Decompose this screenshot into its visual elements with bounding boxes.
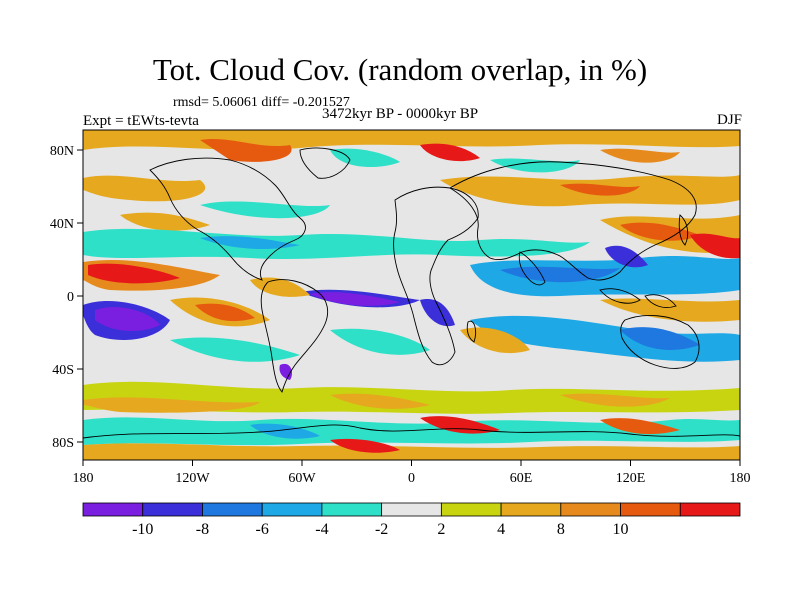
lat-label-0: 0 bbox=[67, 290, 74, 305]
namerica-cyan bbox=[200, 201, 330, 219]
coast-greenland bbox=[299, 147, 351, 179]
coast-india bbox=[518, 251, 546, 286]
spacific-red bbox=[195, 303, 255, 322]
colorbar-label: 8 bbox=[557, 521, 565, 538]
s-indian-orange bbox=[460, 327, 530, 354]
coast-new-guinea bbox=[644, 294, 677, 308]
colorbar-label: 10 bbox=[613, 521, 629, 538]
lon-label-120e: 120E bbox=[616, 471, 646, 486]
arctic-orange-patch bbox=[600, 148, 680, 163]
antarctic-red bbox=[600, 418, 680, 435]
band-40n-blue bbox=[200, 236, 300, 250]
coast-antarctica bbox=[83, 424, 740, 439]
lat-label-80s: 80S bbox=[52, 436, 74, 451]
colorbar-swatch bbox=[202, 502, 263, 517]
coast-europe-africa bbox=[393, 186, 479, 366]
antarctic-blue bbox=[250, 423, 320, 439]
southern-ocean-orange bbox=[330, 393, 430, 409]
lon-label-0: 0 bbox=[408, 471, 415, 486]
colorbar-label: -8 bbox=[196, 521, 209, 538]
colorbar-swatch bbox=[500, 502, 562, 517]
lon-labels: 180 120W 60W 0 60E 120E 180 bbox=[73, 471, 751, 486]
lon-label-60e: 60E bbox=[510, 471, 533, 486]
colorbar-swatch bbox=[381, 502, 442, 517]
coast-asia bbox=[449, 161, 697, 281]
spacific-purple bbox=[95, 307, 160, 332]
colorbar-swatch bbox=[261, 502, 323, 517]
lon-label-60w: 60W bbox=[288, 471, 316, 486]
colorbar-label: 2 bbox=[437, 521, 445, 538]
wpac-purple bbox=[605, 245, 648, 268]
season-label: DJF bbox=[716, 112, 742, 128]
period-label: 3472kyr BP - 0000kyr BP bbox=[322, 106, 479, 122]
arctic-red-patch bbox=[420, 143, 480, 162]
southern-ocean-orange bbox=[83, 397, 260, 413]
lat-label-40n: 40N bbox=[50, 217, 74, 232]
colorbar-swatch bbox=[321, 502, 383, 517]
colorbar-label: -2 bbox=[375, 521, 388, 538]
coast-indonesia bbox=[599, 288, 641, 304]
antarctic-orange bbox=[83, 443, 740, 460]
arctic-red-patch bbox=[200, 138, 292, 162]
coast-japan bbox=[678, 214, 689, 246]
s-pacific-cyan bbox=[170, 337, 300, 362]
colorbar-swatch bbox=[560, 502, 621, 517]
colorbar-swatch bbox=[440, 502, 502, 517]
tropics-red bbox=[88, 263, 180, 284]
colorbar-swatch bbox=[679, 502, 741, 517]
lat-label-40s: 40S bbox=[52, 363, 74, 378]
coastlines bbox=[83, 147, 740, 439]
lat-labels: 80N 40N 0 40S 80S bbox=[50, 144, 74, 451]
indo-pacific-blue bbox=[470, 256, 740, 297]
lon-label-180e: 180 bbox=[730, 471, 751, 486]
colorbar-label: 4 bbox=[497, 521, 505, 538]
coast-australia bbox=[620, 315, 700, 369]
s-atlantic-cyan bbox=[330, 328, 430, 355]
coast-madagascar bbox=[466, 320, 477, 343]
tick-marks bbox=[77, 149, 741, 466]
colorbar-label: -10 bbox=[132, 521, 153, 538]
eurasia-red bbox=[560, 183, 640, 196]
australia-blue bbox=[620, 327, 700, 350]
map-title: Tot. Cloud Cov. (random overlap, in %) bbox=[152, 52, 648, 87]
equator-orange bbox=[250, 277, 310, 297]
colorbar-swatch bbox=[142, 502, 203, 517]
colorbar-label: -6 bbox=[256, 521, 269, 538]
coast-south-america bbox=[260, 279, 329, 393]
lon-label-180w: 180 bbox=[73, 471, 94, 486]
band-40n-cyan bbox=[83, 228, 590, 259]
npacific-west-red bbox=[690, 233, 740, 259]
colorbar-swatch bbox=[620, 502, 681, 517]
antarctic-cyan bbox=[83, 417, 740, 446]
lon-label-120w: 120W bbox=[175, 471, 210, 486]
antarctic-red bbox=[420, 416, 500, 434]
midlat-orange bbox=[83, 175, 206, 202]
southern-ocean-orange bbox=[560, 393, 670, 407]
colorbar bbox=[82, 502, 741, 517]
atlantic-itcz-purple bbox=[310, 292, 400, 306]
experiment-label: Expt = tEWts-tevta bbox=[83, 113, 199, 129]
arctic-cyan-patch bbox=[330, 148, 400, 167]
antarctic-red bbox=[330, 438, 400, 453]
africa-west-blue bbox=[420, 299, 455, 327]
npacific-orange bbox=[120, 212, 210, 231]
anomaly-field bbox=[83, 130, 740, 460]
colorbar-swatch bbox=[82, 502, 144, 517]
colorbar-label: -4 bbox=[315, 521, 328, 538]
stats-label: rmsd= 5.06061 diff= -0.201527 bbox=[173, 95, 350, 110]
npacific-west-red bbox=[620, 222, 700, 241]
lat-label-80n: 80N bbox=[50, 144, 74, 159]
colorbar-labels: -10 -8 -6 -4 -2 2 4 8 10 bbox=[132, 521, 628, 538]
tropical-pacific-orange bbox=[600, 298, 740, 322]
coast-north-america bbox=[149, 157, 306, 281]
indian-ocean-blue bbox=[470, 315, 740, 362]
